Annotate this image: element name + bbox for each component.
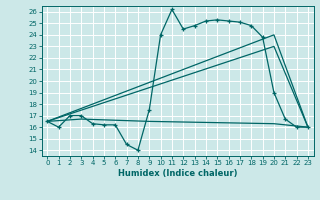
X-axis label: Humidex (Indice chaleur): Humidex (Indice chaleur) <box>118 169 237 178</box>
